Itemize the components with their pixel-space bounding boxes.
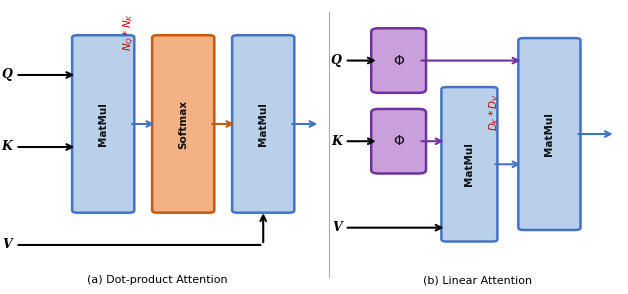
FancyBboxPatch shape bbox=[441, 87, 497, 241]
FancyBboxPatch shape bbox=[371, 28, 426, 93]
Text: K: K bbox=[331, 135, 342, 148]
FancyBboxPatch shape bbox=[371, 109, 426, 173]
Text: V: V bbox=[332, 221, 342, 234]
Text: Softmax: Softmax bbox=[178, 99, 188, 148]
FancyBboxPatch shape bbox=[232, 35, 295, 213]
Text: $\Phi$: $\Phi$ bbox=[392, 54, 404, 68]
Text: MatMul: MatMul bbox=[98, 102, 108, 146]
Text: (a) Dot-product Attention: (a) Dot-product Attention bbox=[87, 275, 227, 285]
Text: $\Phi$: $\Phi$ bbox=[392, 134, 404, 148]
Text: K: K bbox=[1, 141, 13, 153]
FancyBboxPatch shape bbox=[518, 38, 580, 230]
Text: MatMul: MatMul bbox=[544, 112, 555, 156]
Text: V: V bbox=[3, 238, 13, 251]
Text: $N_Q * N_K$: $N_Q * N_K$ bbox=[122, 13, 137, 51]
Text: Q: Q bbox=[1, 69, 13, 81]
FancyBboxPatch shape bbox=[152, 35, 214, 213]
Text: (b) Linear Attention: (b) Linear Attention bbox=[423, 275, 532, 285]
Text: $D_K * D_V$: $D_K * D_V$ bbox=[487, 93, 501, 131]
Text: MatMul: MatMul bbox=[258, 102, 268, 146]
Text: Q: Q bbox=[331, 54, 342, 67]
FancyBboxPatch shape bbox=[72, 35, 134, 213]
Text: MatMul: MatMul bbox=[464, 142, 474, 186]
